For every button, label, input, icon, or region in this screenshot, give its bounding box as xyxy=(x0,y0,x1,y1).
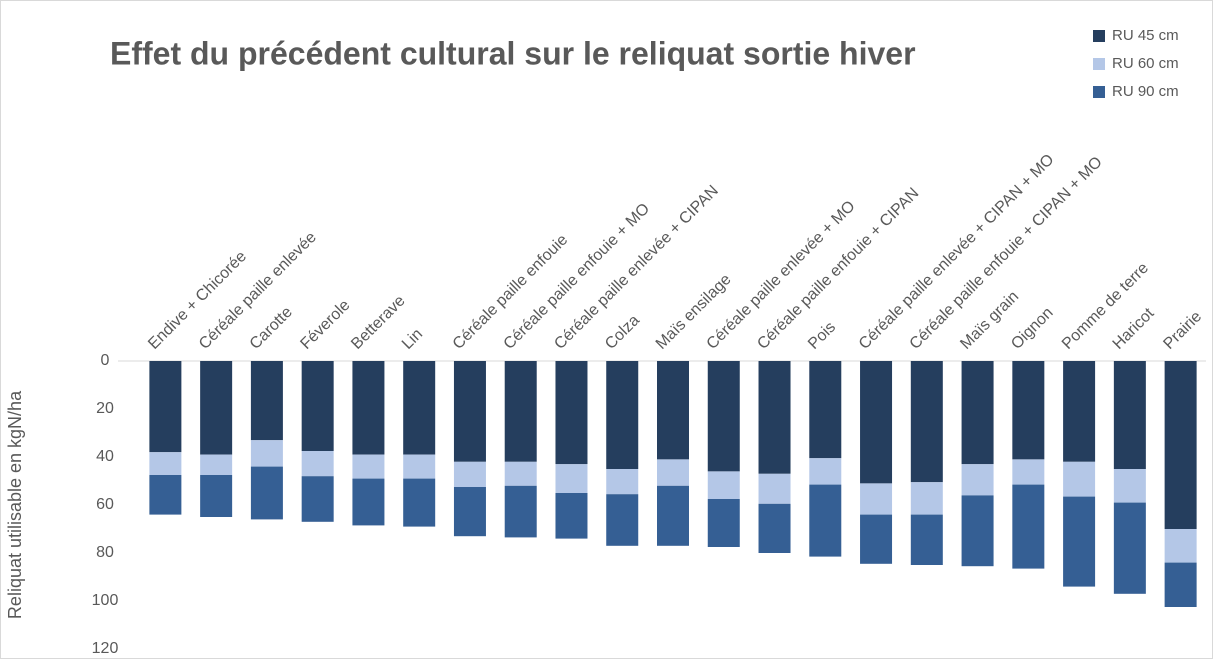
bar-segment xyxy=(555,493,588,539)
bar-segment xyxy=(758,361,791,474)
bar-segment xyxy=(453,461,486,487)
bar-segment xyxy=(1012,484,1045,569)
bar-segment xyxy=(200,454,233,475)
y-tick-label: 120 xyxy=(92,640,119,657)
legend-swatch xyxy=(1093,58,1105,70)
bar-segment xyxy=(606,494,639,546)
bar-segment xyxy=(758,473,791,504)
bar-segment xyxy=(555,464,588,493)
y-tick-label: 80 xyxy=(96,544,114,561)
bar-segment xyxy=(961,361,994,465)
legend-swatch xyxy=(1093,30,1105,42)
bar-segment xyxy=(809,458,842,485)
bar-segment xyxy=(1113,502,1146,594)
bar-segment xyxy=(657,361,689,460)
bar-segment xyxy=(250,466,283,520)
bar-segment xyxy=(707,361,740,472)
y-tick-label: 20 xyxy=(96,400,114,417)
bar-segment xyxy=(504,361,537,462)
bar-segment xyxy=(860,361,893,484)
bar-segment xyxy=(707,499,740,547)
y-axis-label: Reliquat utilisable en kgN/ha xyxy=(5,390,25,619)
bar-segment xyxy=(200,475,233,517)
bar-segment xyxy=(758,503,791,553)
bar-segment xyxy=(301,476,334,522)
bar-segment xyxy=(606,469,639,495)
legend-label: RU 45 cm xyxy=(1112,27,1179,44)
bar-segment xyxy=(453,487,486,537)
y-tick-label: 40 xyxy=(96,448,114,465)
bar-segment xyxy=(910,361,943,483)
bar-segment xyxy=(453,361,486,462)
bar-segment xyxy=(352,454,385,479)
bar-segment xyxy=(961,495,994,567)
bar-segment xyxy=(809,361,842,459)
bar-segment xyxy=(1063,461,1096,497)
bar-segment xyxy=(1012,459,1045,485)
bar-segment xyxy=(352,478,385,526)
legend-label: RU 60 cm xyxy=(1112,55,1179,72)
bar-segment xyxy=(301,361,334,451)
bar-segment xyxy=(403,478,436,527)
bar-segment xyxy=(504,461,537,486)
bar-segment xyxy=(555,361,588,465)
bar-segment xyxy=(149,475,182,515)
bar-segment xyxy=(860,483,893,515)
bar-segment xyxy=(250,440,283,467)
bar-segment xyxy=(301,451,334,477)
bar-segment xyxy=(809,484,842,557)
bar-segment xyxy=(403,361,436,455)
bar-segment xyxy=(910,482,943,515)
bar-segment xyxy=(504,485,537,538)
bar-segment xyxy=(1063,496,1096,587)
bar-segment xyxy=(403,454,436,479)
bar-segment xyxy=(352,361,385,455)
bar-segment xyxy=(1063,361,1096,462)
y-tick-label: 60 xyxy=(96,496,114,513)
bar-segment xyxy=(606,361,639,469)
legend-swatch xyxy=(1093,86,1105,98)
bar-segment xyxy=(657,485,689,546)
bar-segment xyxy=(149,452,182,475)
bar-segment xyxy=(149,361,182,453)
bar-segment xyxy=(1113,361,1146,469)
chart-title: Effet du précédent cultural sur le reliq… xyxy=(110,35,916,71)
bar-segment xyxy=(657,459,689,486)
bar-segment xyxy=(707,471,740,499)
legend-label: RU 90 cm xyxy=(1112,83,1179,100)
bar-segment xyxy=(1164,361,1197,529)
bar-segment xyxy=(250,361,283,441)
bar-segment xyxy=(1113,469,1146,503)
bar-segment xyxy=(1012,361,1045,460)
bar-segment xyxy=(1164,529,1197,563)
bar-segment xyxy=(860,514,893,564)
y-tick-label: 100 xyxy=(92,592,119,609)
y-tick-label: 0 xyxy=(101,352,110,369)
bar-segment xyxy=(1164,562,1197,607)
bar-segment xyxy=(961,464,994,496)
bar-segment xyxy=(910,514,943,565)
bar-segment xyxy=(200,361,233,455)
